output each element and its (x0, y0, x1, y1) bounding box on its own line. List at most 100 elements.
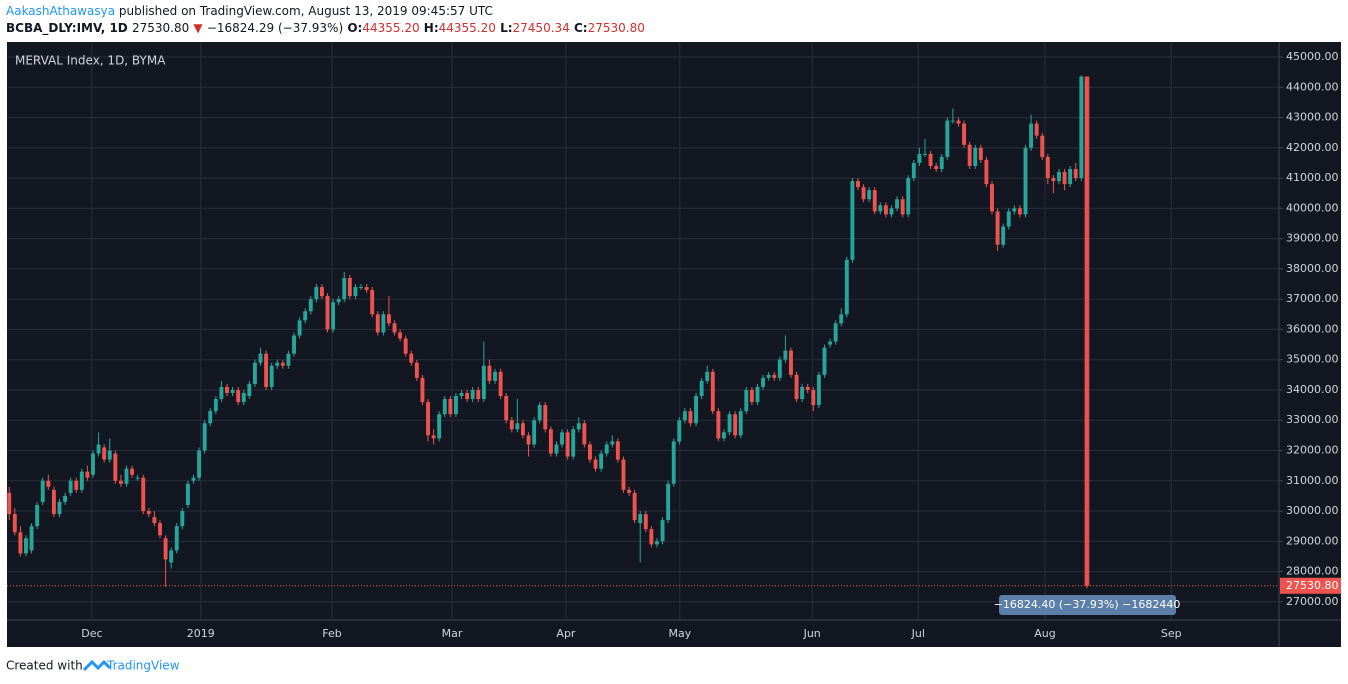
candle-body (459, 392, 464, 397)
candle-body (437, 414, 442, 439)
candle-body (336, 299, 341, 303)
candle-body (660, 520, 665, 542)
candle-body (403, 338, 408, 354)
y-tick-label: 37000.00 (1286, 292, 1339, 305)
candle-body (118, 480, 123, 484)
candle-body (1017, 208, 1022, 215)
candle-body (63, 495, 68, 502)
candle-body (822, 347, 827, 375)
candle-body (420, 377, 425, 403)
candle-body (610, 441, 615, 445)
candle-body (738, 411, 743, 436)
candle-body (615, 441, 620, 460)
y-tick-label: 40000.00 (1286, 201, 1339, 214)
measure-label: −16824.40 (−37.93%) −1682440 (994, 598, 1181, 611)
ohlc-value: 44355.20 (438, 21, 496, 35)
candle-body (794, 374, 799, 400)
candle-body (666, 483, 671, 521)
candle-body (353, 287, 358, 297)
candle-body (29, 526, 34, 551)
candle-body (319, 287, 324, 297)
candle-body (1045, 156, 1050, 179)
candle-body (571, 429, 576, 457)
candle-body (286, 353, 291, 366)
candle-body (158, 523, 162, 536)
candle-body (532, 420, 537, 445)
candle-body (504, 396, 509, 421)
candle-body (208, 411, 213, 424)
candle-body (928, 153, 933, 166)
x-tick-label: Mar (442, 627, 463, 640)
candle-body (35, 504, 40, 527)
candle-body (364, 287, 369, 291)
candle-body (96, 444, 101, 454)
candle-body (107, 450, 112, 460)
y-tick-label: 34000.00 (1286, 383, 1339, 396)
candle-body (1006, 211, 1011, 227)
author[interactable]: AakashAthawasya (6, 4, 116, 18)
candle-body (872, 190, 877, 212)
publish-line: AakashAthawasya published on TradingView… (6, 4, 493, 18)
footer-brand[interactable]: TradingView (106, 659, 180, 673)
candle-body (442, 399, 447, 415)
candle-body (850, 181, 855, 260)
candle-body (448, 399, 453, 415)
candle-body (537, 405, 542, 421)
candle-body (1062, 172, 1067, 185)
candle-body (839, 314, 844, 324)
y-tick-label: 39000.00 (1286, 232, 1339, 245)
candle-body (844, 259, 849, 315)
candle-body (705, 371, 710, 381)
y-tick-label: 31000.00 (1286, 474, 1339, 487)
footer-prefix: Created with (6, 659, 83, 673)
candle-body (1068, 169, 1073, 185)
candle-body (476, 389, 481, 400)
candle-body (426, 402, 430, 436)
candle-body (381, 314, 386, 333)
ohlc-key: H: (423, 21, 439, 35)
candle-body (543, 405, 548, 430)
candle-body (895, 199, 900, 209)
candle-body (392, 323, 397, 333)
last: 27530.80 (131, 21, 190, 35)
candle-body (230, 389, 235, 393)
candle-body (811, 389, 816, 406)
candle-body (180, 511, 185, 527)
candle-body (995, 211, 1000, 245)
candle-body (102, 447, 107, 460)
candle-body (649, 529, 654, 545)
candle-body (146, 511, 151, 515)
candle-body (1079, 76, 1084, 179)
candle-body (386, 314, 391, 324)
candle-body (197, 450, 202, 478)
candle-body (761, 377, 766, 387)
last-price-label: 27530.80 (1286, 579, 1339, 592)
candle-body (587, 444, 592, 460)
candle-body (258, 353, 263, 363)
y-tick-label: 30000.00 (1286, 504, 1339, 517)
candle-body (431, 435, 436, 439)
candle-body (939, 156, 944, 170)
candle-body (744, 389, 749, 412)
candle-body (252, 362, 257, 384)
candle-body (152, 517, 157, 524)
y-tick-label: 44000.00 (1286, 80, 1339, 93)
candle-body (889, 208, 894, 215)
candle-body (247, 383, 252, 397)
candle-body (202, 423, 207, 451)
candle-body (727, 414, 732, 433)
candle-body (828, 341, 833, 345)
candle-body (487, 365, 492, 381)
candle-body (800, 386, 805, 400)
candle-body (370, 290, 375, 315)
y-tick-label: 43000.00 (1286, 111, 1339, 124)
candle-body (453, 396, 458, 415)
candle-body (1023, 147, 1028, 215)
candle-body (342, 277, 347, 300)
candle-body (509, 420, 514, 430)
chart-title: MERVAL Index, 1D, BYMA (15, 54, 166, 68)
candle-body (7, 492, 12, 515)
candle-body (359, 287, 363, 289)
candle-body (18, 532, 23, 554)
candle-body (493, 371, 497, 381)
